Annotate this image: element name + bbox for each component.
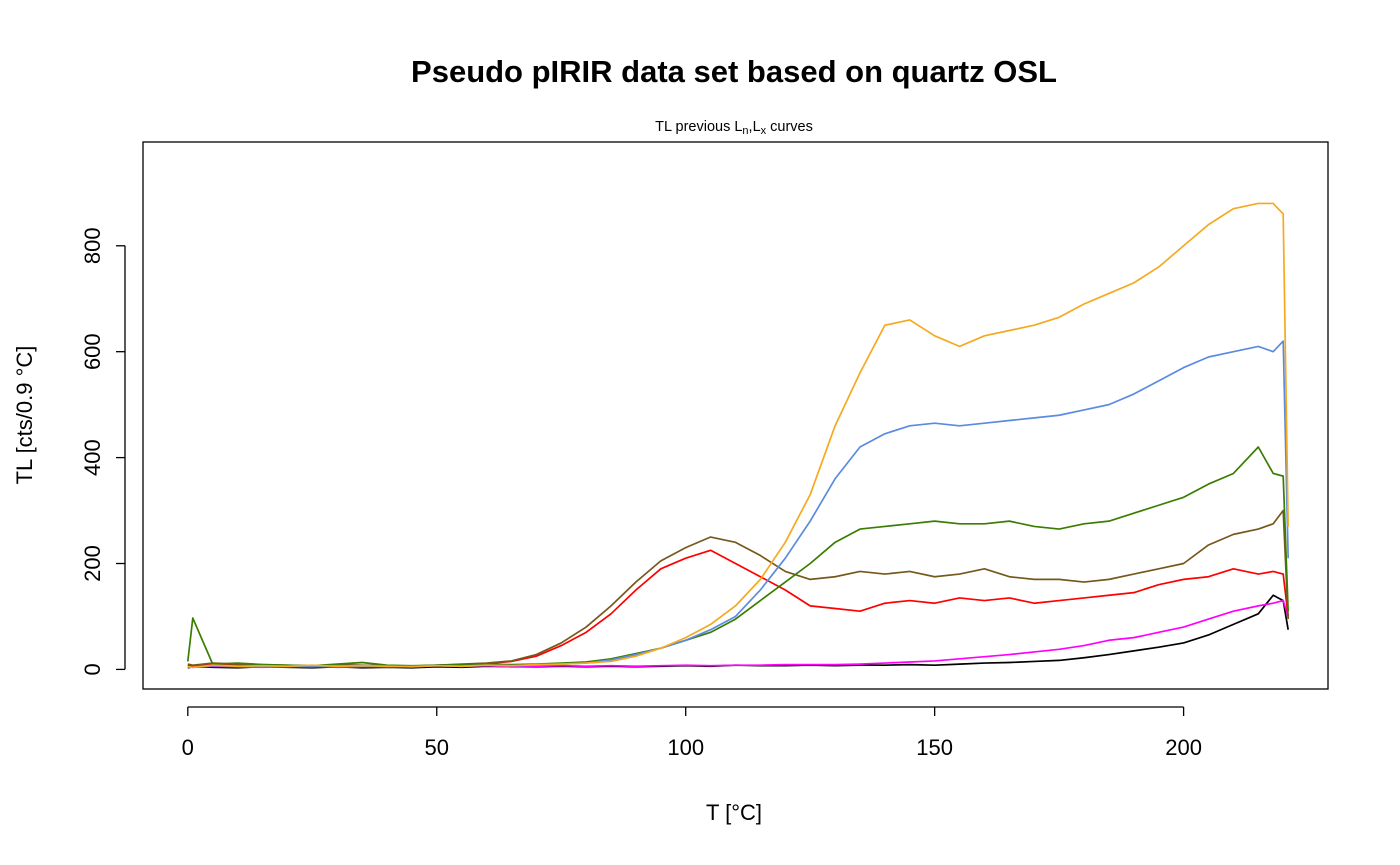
series-line-6 — [187, 340, 1290, 669]
subtitle-prefix: TL previous L — [655, 119, 742, 135]
series-line-5 — [186, 446, 1290, 667]
x-tick-label: 150 — [916, 735, 953, 760]
plot-frame — [142, 141, 1329, 690]
y-tick-label: 400 — [80, 439, 105, 476]
y-axis-label: TL [cts/0.9 °C] — [12, 346, 37, 485]
subtitle-sub-n: n — [742, 125, 748, 137]
chart-subtitle: TL previous Ln,Lx curves — [655, 119, 813, 137]
x-axis: 0 50 100 150 200 — [182, 706, 1202, 760]
series-layer — [186, 202, 1290, 669]
chart-title: Pseudo pIRIR data set based on quartz OS… — [411, 54, 1057, 89]
series-line-2 — [187, 599, 1289, 669]
y-tick-label: 200 — [80, 545, 105, 582]
y-tick-label: 800 — [80, 227, 105, 264]
y-tick-label: 600 — [80, 333, 105, 370]
series-line-3 — [187, 549, 1290, 668]
x-tick-label: 200 — [1165, 735, 1202, 760]
y-tick-label: 0 — [80, 663, 105, 675]
y-axis: 0 200 400 600 800 — [80, 227, 126, 676]
x-tick-label: 50 — [425, 735, 449, 760]
subtitle-sub-x: x — [761, 125, 767, 137]
series-line-7 — [187, 202, 1290, 669]
x-axis-label: T [°C] — [706, 800, 762, 825]
x-tick-label: 0 — [182, 735, 194, 760]
subtitle-mid: ,L — [749, 119, 761, 135]
x-tick-label: 100 — [667, 735, 704, 760]
series-line-4 — [187, 509, 1290, 668]
series-line-1 — [187, 594, 1290, 669]
subtitle-suffix: curves — [766, 119, 813, 135]
